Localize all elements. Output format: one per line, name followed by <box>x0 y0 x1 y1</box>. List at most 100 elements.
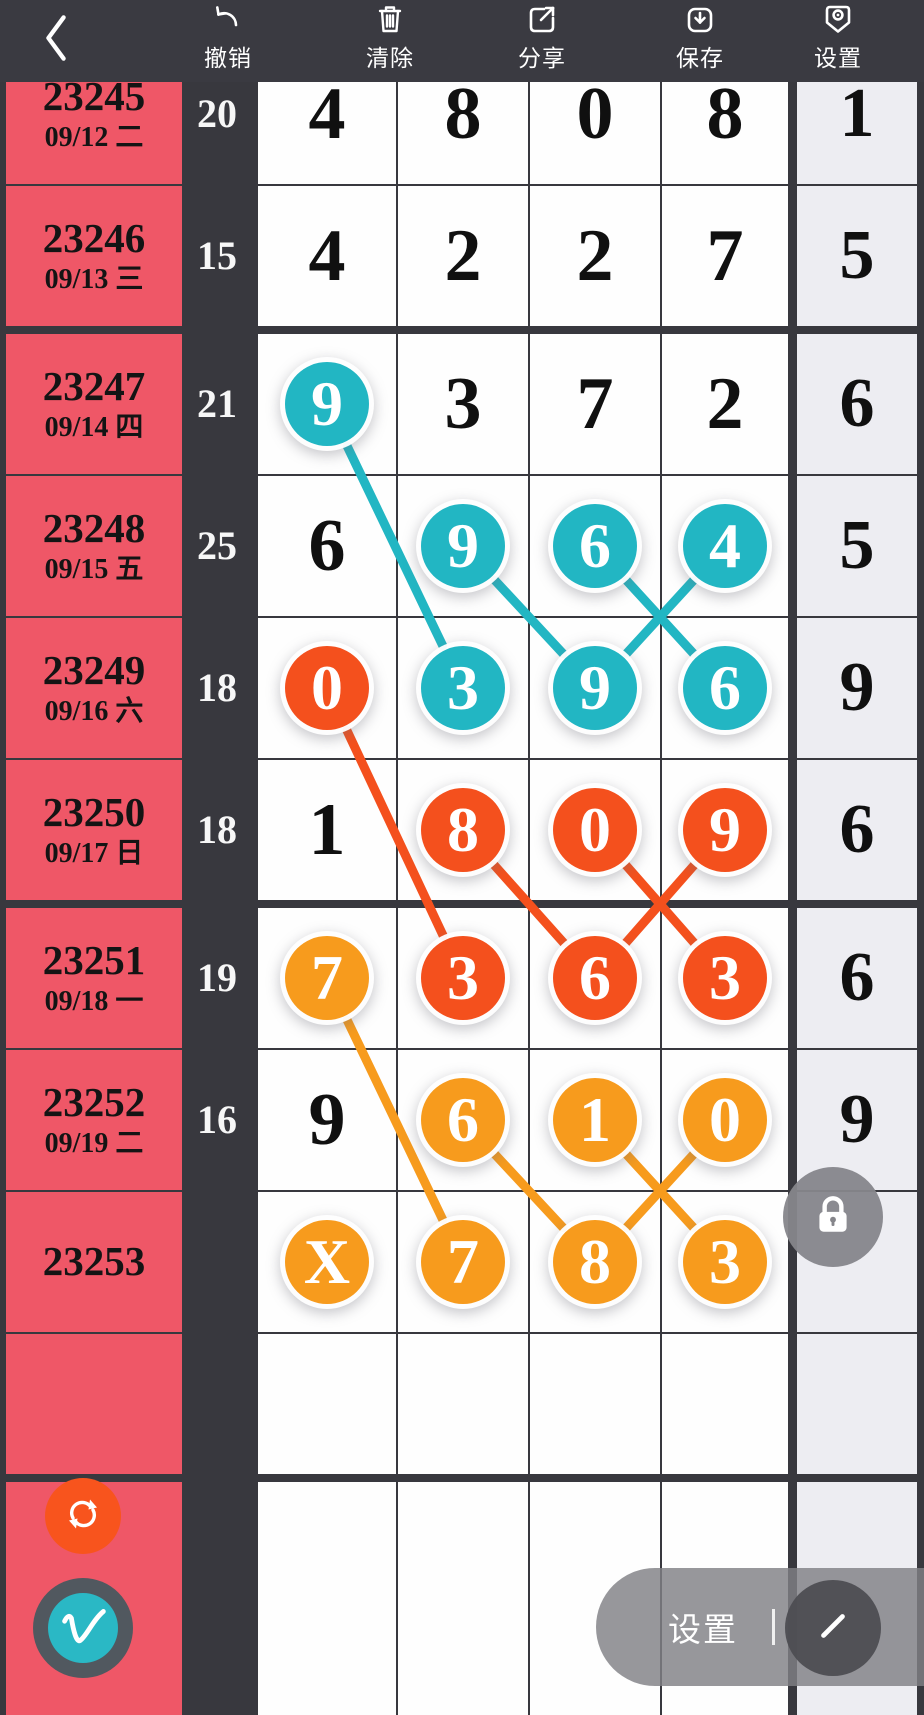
miss-count: 25 <box>197 523 237 568</box>
grid-digit: 3 <box>444 363 482 445</box>
issue-number: 23253 <box>42 1238 146 1285</box>
number-circle[interactable]: 8 <box>553 1220 637 1304</box>
number-circle[interactable]: 1 <box>553 1078 637 1162</box>
grid-cell[interactable]: 2 <box>530 186 660 326</box>
number-circle[interactable]: 9 <box>553 646 637 730</box>
issue-cell <box>6 1334 182 1474</box>
issue-cell: 23247 09/14 四 <box>6 334 182 474</box>
toolbar-settings-button[interactable]: 设置 <box>783 0 893 80</box>
grid-digit: 2 <box>576 215 614 297</box>
number-circle[interactable]: 6 <box>683 646 767 730</box>
grid-cell[interactable] <box>398 1622 528 1715</box>
sum-cell <box>797 1334 917 1474</box>
grid-cell[interactable] <box>258 1622 396 1715</box>
save-icon <box>645 2 755 38</box>
number-circle[interactable]: 6 <box>421 1078 505 1162</box>
issue-cell: 23253 <box>6 1192 182 1332</box>
issue-date: 09/16 六 <box>44 695 144 727</box>
toolbar-save-button[interactable]: 保存 <box>645 0 755 80</box>
number-circle[interactable]: 7 <box>285 936 369 1020</box>
lock-button[interactable] <box>783 1167 883 1267</box>
number-circle[interactable]: 3 <box>683 1220 767 1304</box>
number-circle[interactable]: 0 <box>683 1078 767 1162</box>
issue-cell: 23252 09/19 二 <box>6 1050 182 1190</box>
grid-cell[interactable] <box>662 1334 788 1474</box>
grid-cell[interactable] <box>258 1334 396 1474</box>
grid-cell[interactable]: 7 <box>530 334 660 474</box>
pill-divider <box>772 1609 775 1645</box>
miss-count: 20 <box>197 91 237 136</box>
settings-badge-icon <box>783 2 893 38</box>
grid-digit: 4 <box>308 215 346 297</box>
grid-cell[interactable] <box>398 1334 528 1474</box>
pencil-button[interactable] <box>785 1580 881 1676</box>
pill-settings-label[interactable]: 设置 <box>668 1611 738 1648</box>
toolbar: 撤销 清除 分享 <box>0 0 924 82</box>
issue-cell: 23249 09/16 六 <box>6 618 182 758</box>
issue-number: 23248 <box>42 504 146 551</box>
grid-digit: 6 <box>308 505 346 587</box>
toolbar-share-button[interactable]: 分享 <box>487 0 597 80</box>
back-button[interactable] <box>34 12 78 64</box>
draw-mode-button[interactable] <box>33 1578 133 1678</box>
grid-cell[interactable]: 2 <box>398 186 528 326</box>
toolbar-save-label: 保存 <box>676 45 724 71</box>
refresh-button[interactable] <box>45 1478 121 1554</box>
grid-cell[interactable] <box>398 1482 528 1622</box>
sum-cell: 5 <box>797 186 917 326</box>
number-circle[interactable]: 3 <box>421 936 505 1020</box>
toolbar-clear-label: 清除 <box>366 45 414 71</box>
number-circle[interactable]: 3 <box>683 936 767 1020</box>
issue-number: 23251 <box>42 936 146 983</box>
grid-cell[interactable]: 6 <box>258 476 396 616</box>
toolbar-share-label: 分享 <box>518 45 566 71</box>
toolbar-undo-button[interactable]: 撤销 <box>173 0 283 80</box>
grid-cell[interactable]: 2 <box>662 334 788 474</box>
number-circle[interactable]: 4 <box>683 504 767 588</box>
issue-cell: 23251 09/18 一 <box>6 908 182 1048</box>
number-circle[interactable]: 3 <box>421 646 505 730</box>
grid-cell[interactable]: 7 <box>662 186 788 326</box>
number-circle[interactable]: 7 <box>421 1220 505 1304</box>
sum-cell: 9 <box>797 1050 917 1190</box>
chevron-left-icon <box>34 15 78 68</box>
grid-digit: 2 <box>444 215 482 297</box>
grid-cell[interactable]: 1 <box>258 760 396 900</box>
grid-cell[interactable] <box>530 1334 660 1474</box>
issue-date: 09/14 四 <box>44 411 144 443</box>
issue-date: 09/17 日 <box>44 837 144 869</box>
toolbar-clear-button[interactable]: 清除 <box>335 0 445 80</box>
number-circle[interactable]: 9 <box>683 788 767 872</box>
issue-cell: 23246 09/13 三 <box>6 186 182 326</box>
share-icon <box>487 2 597 38</box>
grid-cell[interactable]: 4 <box>258 186 396 326</box>
number-circle[interactable]: X <box>285 1220 369 1304</box>
issue-date: 09/15 五 <box>44 553 144 585</box>
grid-cell[interactable] <box>258 1482 396 1622</box>
issue-cell: 23248 09/15 五 <box>6 476 182 616</box>
number-circle[interactable]: 9 <box>421 504 505 588</box>
number-circle[interactable]: 6 <box>553 504 637 588</box>
issue-number: 23246 <box>42 214 146 261</box>
number-circle[interactable]: 6 <box>553 936 637 1020</box>
number-circle[interactable]: 0 <box>553 788 637 872</box>
issue-date: 09/12 二 <box>44 121 144 153</box>
grid-cell[interactable]: 9 <box>258 1050 396 1190</box>
sum-cell: 5 <box>797 476 917 616</box>
grid-cell[interactable]: 3 <box>398 334 528 474</box>
miss-count: 18 <box>197 665 237 710</box>
issue-date: 09/13 三 <box>44 263 144 295</box>
number-circle[interactable]: 9 <box>285 362 369 446</box>
trash-icon <box>335 2 445 38</box>
issue-number: 23252 <box>42 1078 146 1125</box>
padlock-icon <box>810 1192 856 1243</box>
number-circle[interactable]: 8 <box>421 788 505 872</box>
issue-cell: 23250 09/17 日 <box>6 760 182 900</box>
toolbar-settings-label: 设置 <box>814 45 862 71</box>
number-circle[interactable]: 0 <box>285 646 369 730</box>
sync-arrows-icon <box>61 1492 105 1541</box>
grid-digit: 7 <box>576 363 614 445</box>
diagonal-stroke-icon <box>812 1605 854 1652</box>
sum-cell: 6 <box>797 334 917 474</box>
grid-digit: 8 <box>444 73 482 155</box>
